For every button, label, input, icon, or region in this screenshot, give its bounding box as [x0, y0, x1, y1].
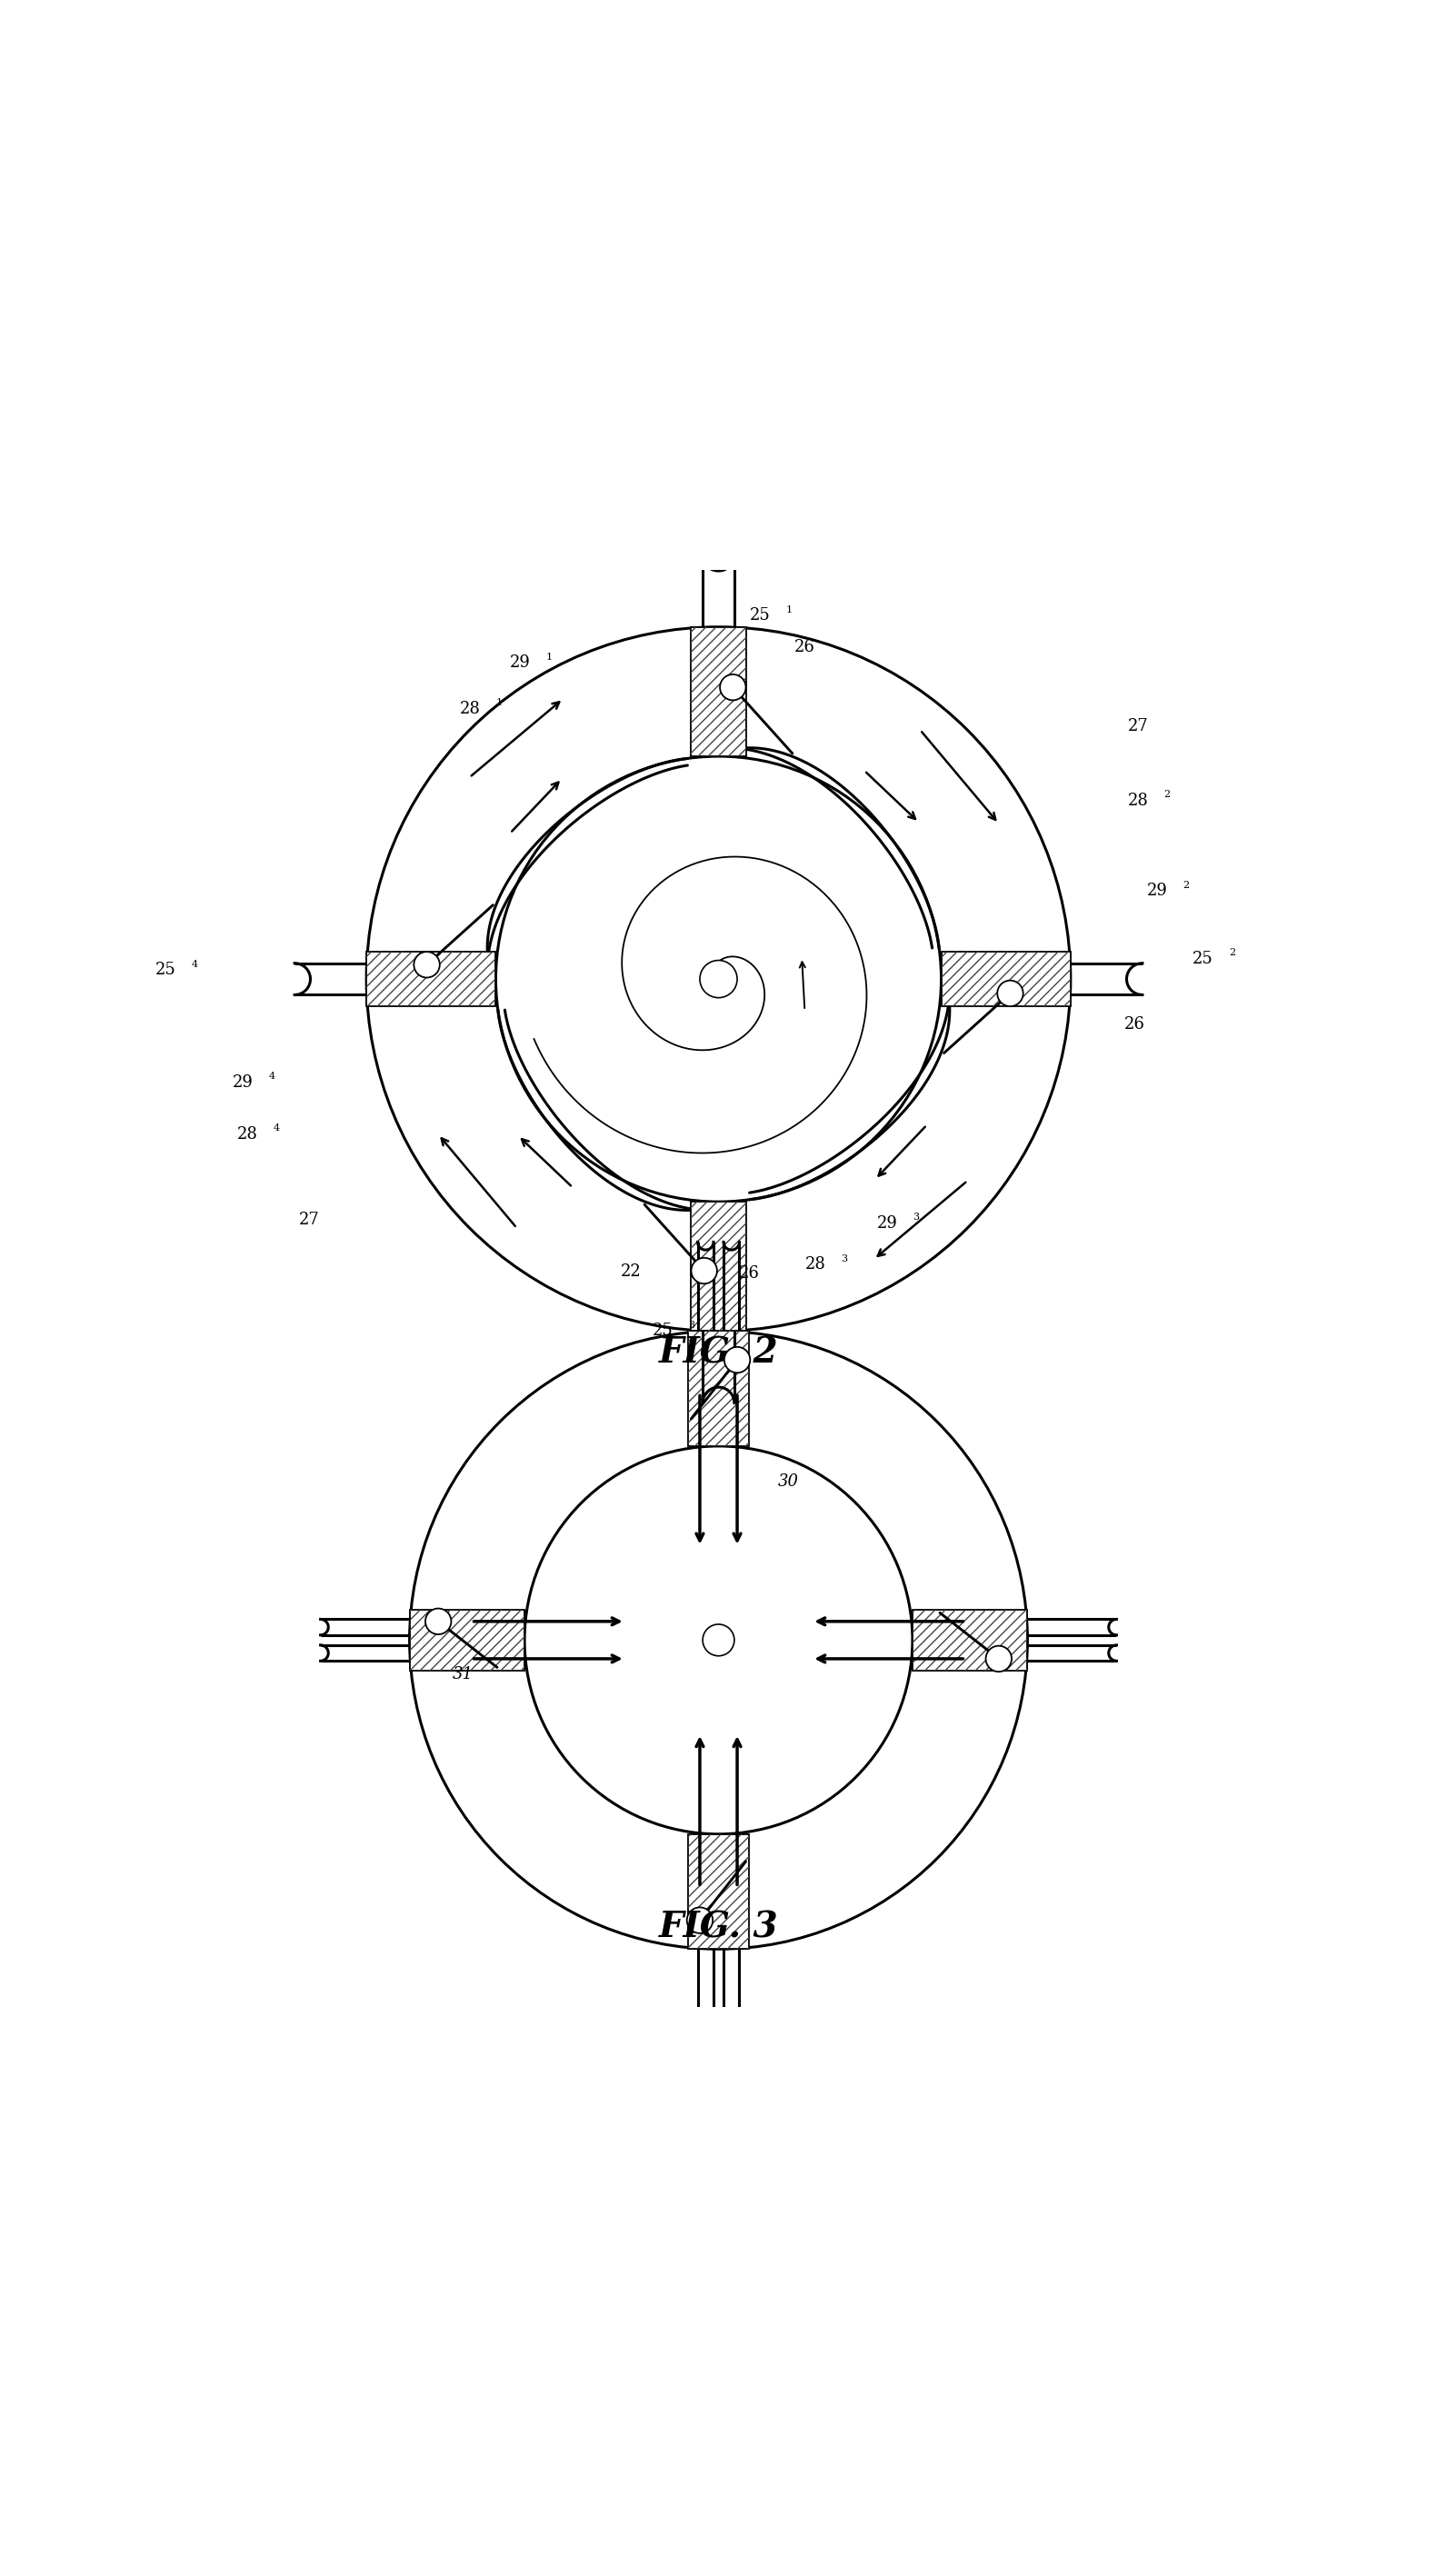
Text: 4: 4: [269, 1072, 276, 1082]
Text: 29: 29: [510, 654, 530, 670]
Polygon shape: [410, 1610, 525, 1669]
Circle shape: [720, 675, 746, 701]
Circle shape: [414, 951, 440, 979]
Polygon shape: [688, 1834, 749, 1950]
Text: 25: 25: [155, 961, 175, 979]
Text: 30: 30: [777, 1473, 799, 1489]
Text: 29: 29: [1147, 884, 1167, 899]
Polygon shape: [375, 1030, 668, 1321]
Circle shape: [496, 757, 941, 1203]
Polygon shape: [772, 1692, 1016, 1937]
Circle shape: [691, 1257, 717, 1283]
Polygon shape: [421, 1342, 665, 1587]
Text: 31: 31: [453, 1667, 474, 1682]
Text: 28: 28: [237, 1126, 257, 1141]
Polygon shape: [421, 1692, 665, 1937]
Text: 2: 2: [1164, 791, 1171, 799]
Circle shape: [366, 626, 1071, 1332]
Text: 26: 26: [795, 639, 815, 654]
Text: 25: 25: [1193, 951, 1213, 966]
Polygon shape: [769, 1030, 1062, 1321]
Polygon shape: [366, 951, 496, 1007]
Circle shape: [703, 1625, 734, 1656]
Polygon shape: [691, 1203, 746, 1332]
Text: 2: 2: [1183, 881, 1190, 889]
Text: 25: 25: [750, 608, 770, 623]
Text: 4: 4: [273, 1123, 280, 1133]
Polygon shape: [688, 1332, 749, 1445]
Text: 3: 3: [912, 1213, 920, 1221]
Text: 28: 28: [460, 701, 480, 716]
Polygon shape: [912, 1610, 1027, 1669]
Text: 28: 28: [805, 1257, 825, 1273]
Text: FIG. 2: FIG. 2: [658, 1334, 779, 1370]
Circle shape: [410, 1332, 1027, 1950]
Circle shape: [425, 1607, 451, 1633]
Polygon shape: [772, 1342, 1016, 1587]
Text: 29: 29: [877, 1216, 897, 1231]
Text: 29: 29: [233, 1074, 253, 1090]
Text: 1: 1: [786, 605, 793, 613]
Circle shape: [525, 1445, 912, 1834]
Circle shape: [687, 1906, 713, 1932]
Text: 2: 2: [1229, 948, 1236, 958]
Polygon shape: [375, 636, 668, 930]
Polygon shape: [691, 626, 746, 757]
Text: FIG. 3: FIG. 3: [658, 1911, 779, 1945]
Polygon shape: [941, 951, 1071, 1007]
Text: 1: 1: [496, 698, 503, 708]
Text: 4: 4: [191, 961, 198, 969]
Circle shape: [986, 1646, 1012, 1672]
Circle shape: [700, 961, 737, 997]
Circle shape: [724, 1347, 750, 1373]
Circle shape: [997, 981, 1023, 1007]
Text: 28: 28: [1128, 793, 1148, 809]
Text: 27: 27: [299, 1213, 319, 1229]
Text: 3: 3: [688, 1321, 696, 1329]
Text: 3: 3: [841, 1255, 848, 1265]
Text: 26: 26: [739, 1265, 759, 1283]
Text: 22: 22: [621, 1265, 641, 1280]
Text: 26: 26: [1124, 1018, 1144, 1033]
Text: 25: 25: [652, 1321, 673, 1340]
Polygon shape: [769, 636, 1062, 930]
Text: 1: 1: [546, 652, 553, 662]
Text: 27: 27: [1128, 719, 1148, 734]
